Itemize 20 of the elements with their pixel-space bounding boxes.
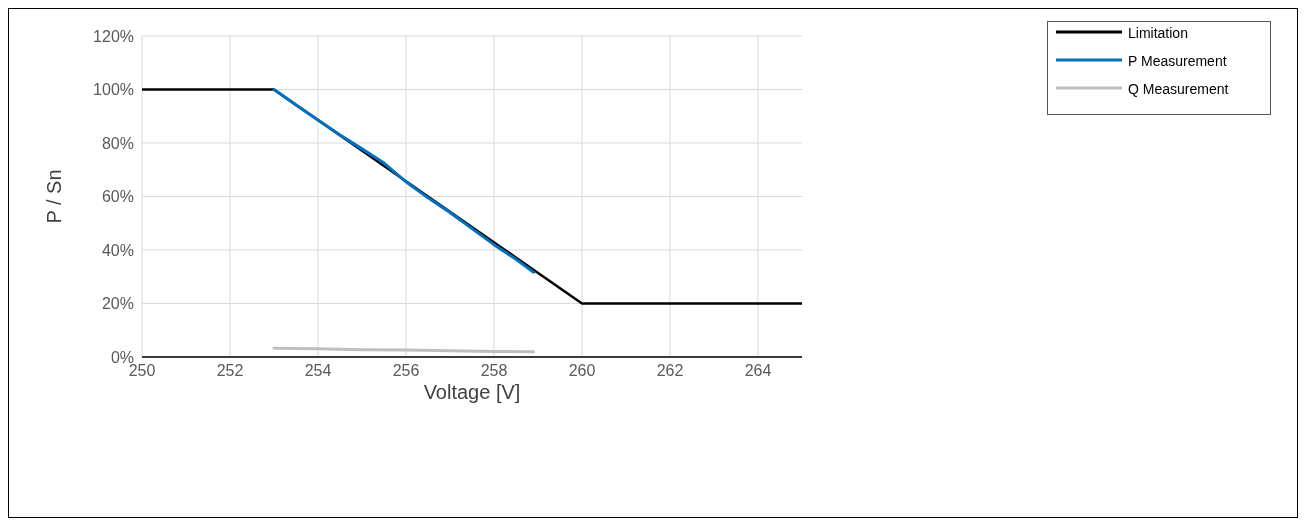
x-tick-label: 260: [568, 362, 596, 380]
y-tick-label: 80%: [101, 134, 134, 152]
y-axis-title: P / Sn: [43, 169, 66, 224]
legend-label: Limitation: [1128, 25, 1189, 41]
y-tick-label: 20%: [101, 295, 134, 313]
x-tick-label: 250: [128, 362, 156, 380]
x-tick-label: 258: [480, 362, 508, 380]
y-tick-label: 40%: [101, 241, 134, 259]
line-series: [272, 88, 536, 274]
x-tick-label: 262: [656, 362, 684, 380]
x-tick-label: 256: [392, 362, 420, 380]
x-tick-label: 254: [304, 362, 332, 380]
x-axis-title: Voltage [V]: [423, 381, 521, 403]
x-tick-label: 252: [216, 362, 244, 380]
legend-label: P Measurement: [1128, 53, 1228, 69]
y-tick-label: 120%: [93, 27, 134, 45]
x-tick-label: 264: [744, 362, 772, 380]
y-tick-label: 60%: [101, 188, 134, 206]
y-tick-label: 100%: [93, 81, 134, 99]
legend-label: Q Measurement: [1128, 81, 1230, 97]
